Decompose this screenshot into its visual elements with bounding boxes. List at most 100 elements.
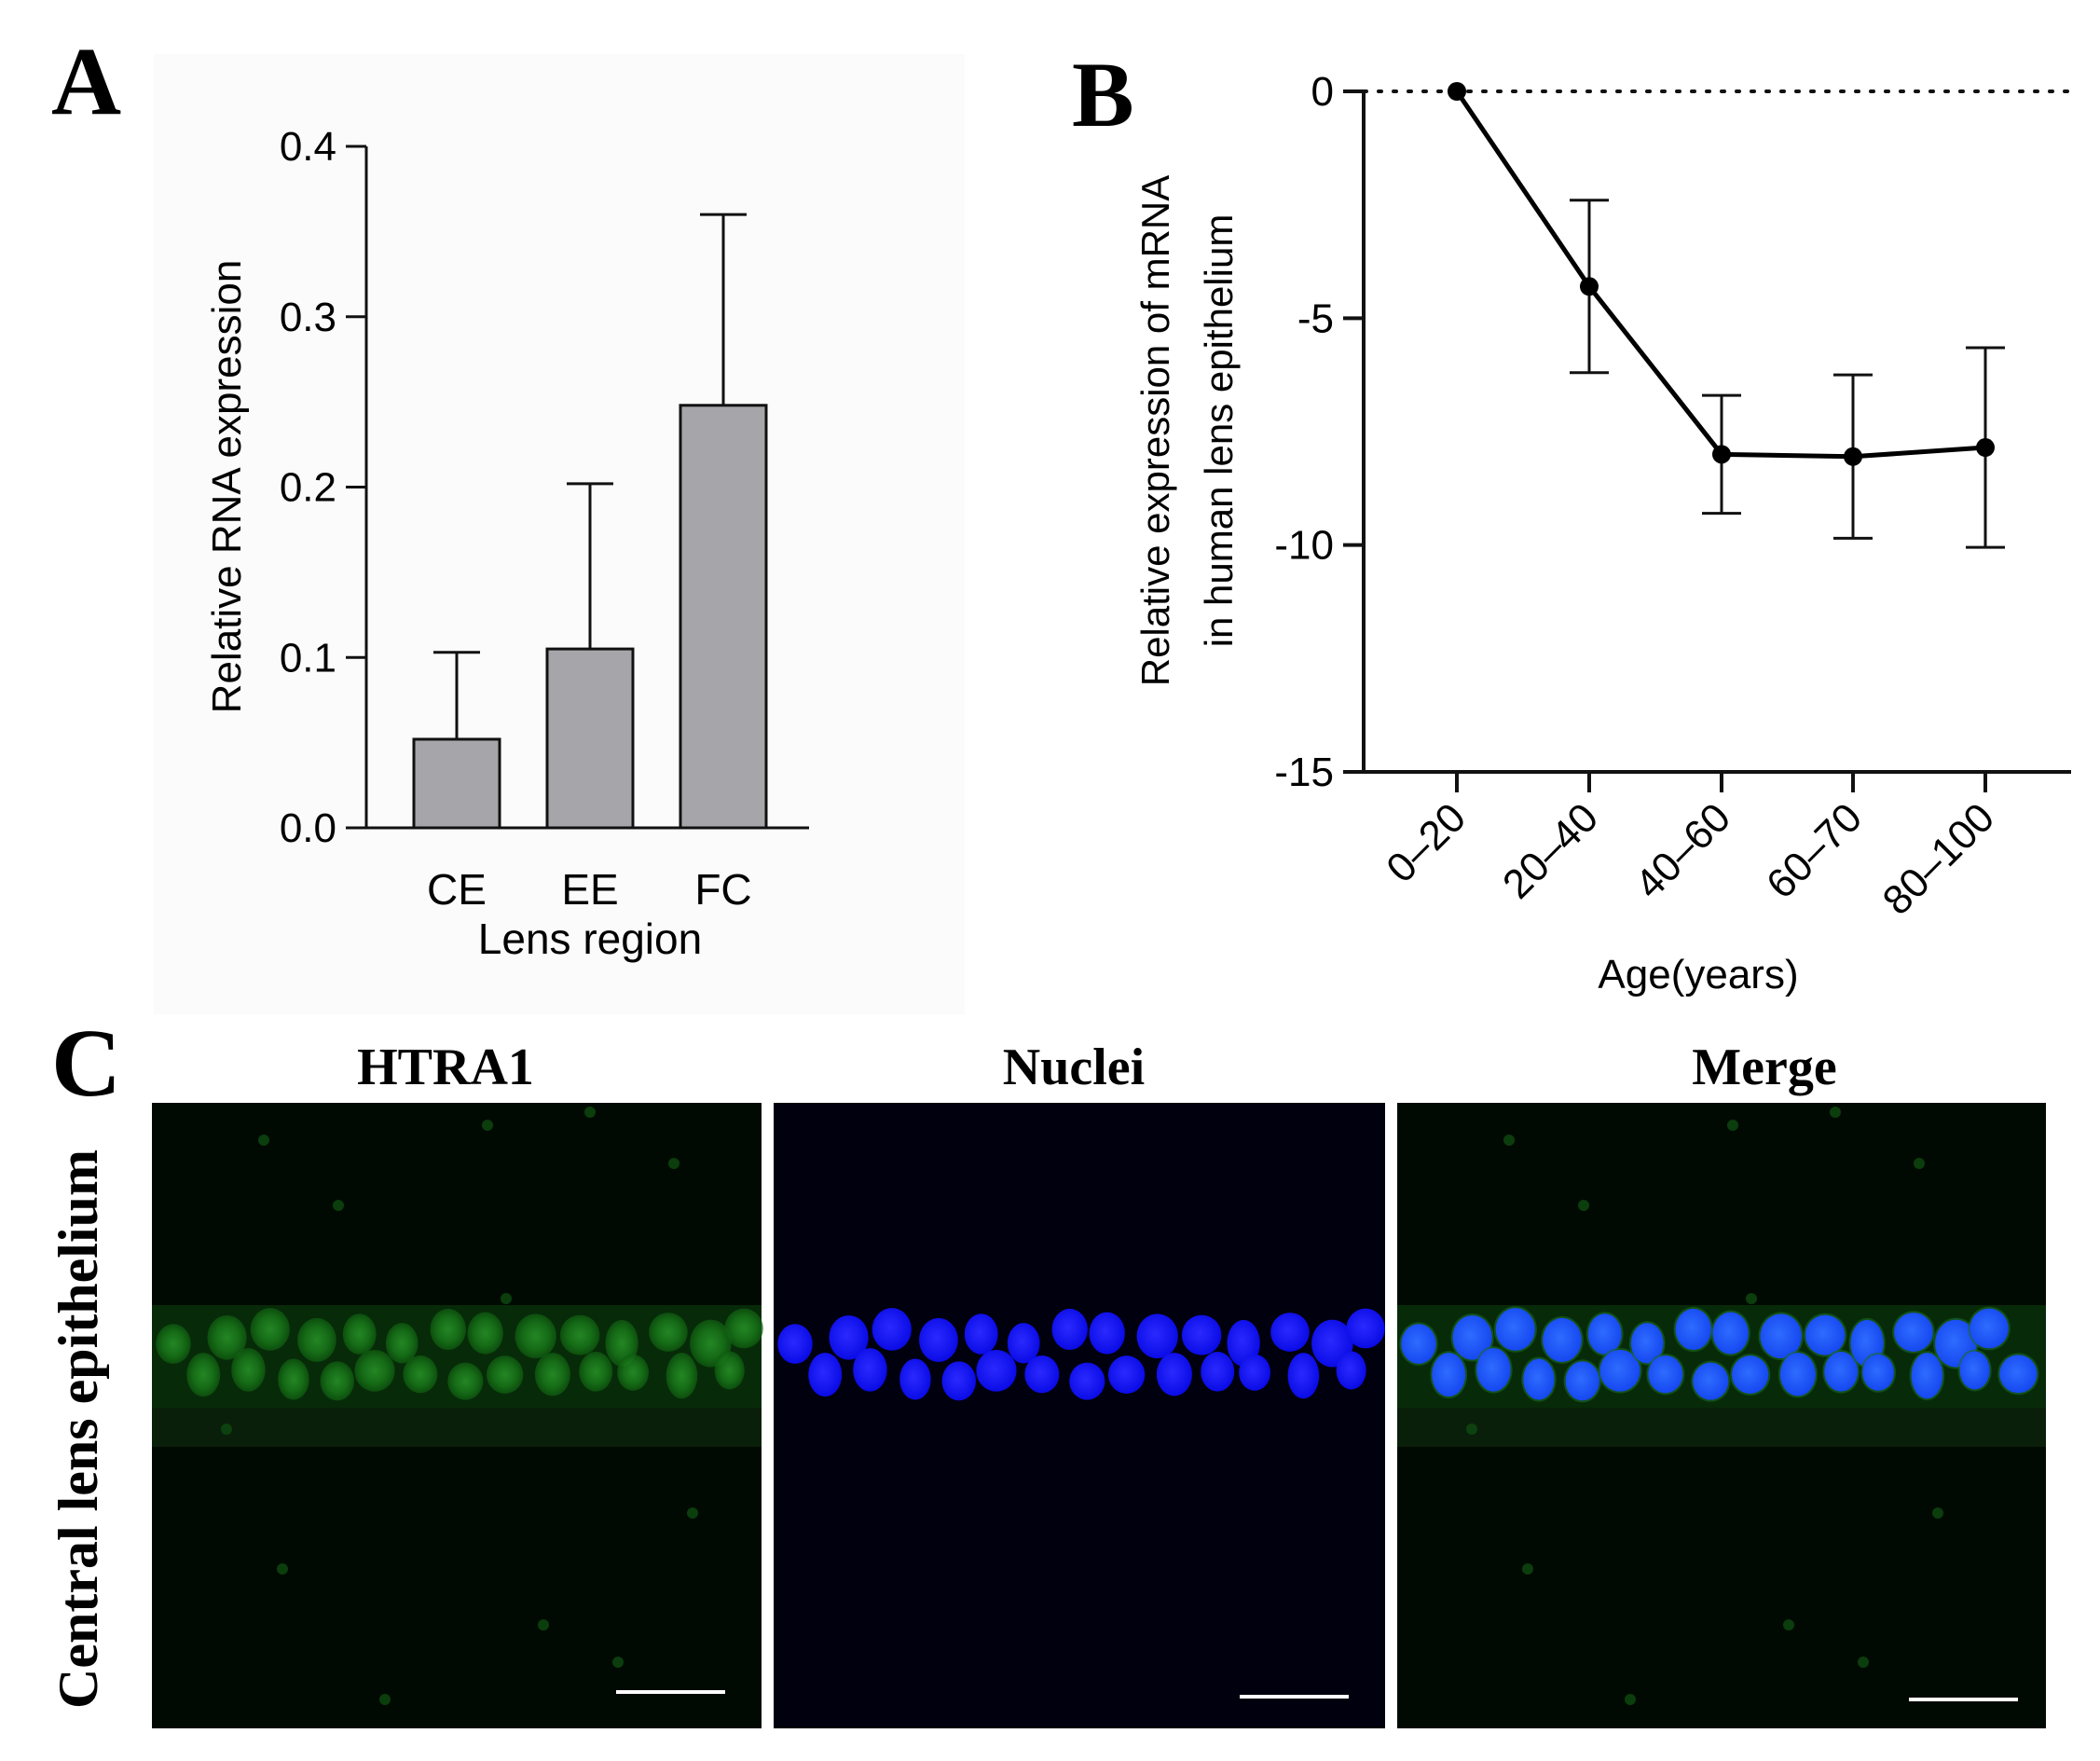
merge-nucleus	[1675, 1308, 1711, 1351]
chart-b-xtick-label: 0–20	[1378, 794, 1475, 891]
nucleus	[1270, 1313, 1310, 1352]
panel-letter-c: C	[51, 1010, 121, 1117]
merge-nucleus	[1805, 1314, 1846, 1355]
chart-a-background	[154, 54, 965, 1014]
column-title-merge: Merge	[1692, 1039, 1836, 1096]
speck	[258, 1135, 269, 1146]
merge-nucleus	[1587, 1314, 1622, 1355]
chart-b-ytick-label: 0	[1311, 69, 1334, 115]
speck	[1932, 1507, 1943, 1519]
nucleus	[1287, 1353, 1320, 1399]
htra1-cell	[385, 1323, 419, 1364]
merge-nucleus	[1760, 1314, 1802, 1359]
nucleus	[1239, 1354, 1271, 1391]
chart-b-point	[1844, 447, 1862, 466]
nucleus	[829, 1314, 869, 1360]
speck	[612, 1657, 624, 1668]
chart-b-xlabel: Age(years)	[1598, 952, 1798, 997]
chart-a-xtick-label: EE	[561, 865, 618, 914]
htra1-cell	[515, 1314, 556, 1359]
merge-nucleus	[1959, 1351, 1990, 1390]
nucleus	[1156, 1353, 1192, 1396]
chart-b-ylabel-line1: Relative expression of mRNA	[1133, 175, 1177, 687]
image-nuclei	[774, 1103, 1385, 1728]
merge-nucleus	[1731, 1355, 1769, 1394]
merge-nucleus	[1999, 1355, 2038, 1394]
nucleus	[777, 1324, 813, 1364]
htra1-cell	[559, 1314, 600, 1355]
chart-b-ytick-label: -15	[1274, 750, 1334, 795]
chart-a-ytick-label: 0.4	[280, 124, 336, 170]
chart-b-ytick-label: -10	[1274, 523, 1334, 569]
htra1-cell	[320, 1361, 355, 1401]
nucleus	[808, 1353, 843, 1397]
chart-b-xtick-label: 20–40	[1494, 794, 1607, 907]
nucleus	[853, 1348, 887, 1392]
chart-b-point	[1712, 445, 1731, 464]
merge-nucleus	[1523, 1358, 1555, 1400]
speck	[501, 1293, 512, 1304]
htra1-cell	[403, 1355, 438, 1394]
merge-nucleus	[1630, 1323, 1664, 1364]
merge-nucleus	[1911, 1353, 1943, 1399]
merge-nucleus	[1712, 1312, 1749, 1355]
merge-nucleus	[1862, 1354, 1895, 1391]
nucleus	[1007, 1323, 1040, 1364]
column-title-htra1: HTRA1	[357, 1039, 534, 1096]
speck	[277, 1563, 288, 1575]
merge-nucleus	[1693, 1362, 1729, 1400]
bar-fc	[679, 404, 768, 830]
line-chart-age-expression: 0 -5 -10 -15 0–20 20–40 40–60 60–70 80–100 Rela…	[1133, 69, 2073, 997]
speck	[584, 1107, 596, 1118]
chart-b-ytick-label: -5	[1297, 296, 1334, 341]
htra1-cell	[579, 1351, 613, 1392]
merge-nucleus	[1648, 1355, 1683, 1394]
speck	[1830, 1107, 1841, 1118]
speck	[333, 1200, 344, 1211]
nucleus	[1069, 1362, 1105, 1400]
nucleus	[1024, 1355, 1060, 1394]
microscopy-panel: HTRA1 Nuclei Merge Central lens epitheli…	[48, 1039, 2046, 1728]
speck	[1522, 1563, 1533, 1575]
htra1-cell	[250, 1308, 290, 1351]
htra1-cell	[231, 1348, 266, 1392]
nucleus	[976, 1349, 1017, 1392]
merge-nucleus	[1476, 1348, 1511, 1392]
speck	[668, 1158, 679, 1169]
htra1-cell	[724, 1308, 763, 1349]
merge-nucleus	[1565, 1361, 1600, 1401]
merge-nucleus	[1495, 1308, 1535, 1351]
merge-nucleus	[1599, 1349, 1640, 1392]
htra1-cell	[278, 1358, 309, 1400]
chart-a-xtick-label: FC	[694, 865, 751, 914]
chart-b-ylabel-line2: in human lens epithelium	[1197, 214, 1241, 648]
merge-nucleus	[1824, 1351, 1859, 1392]
speck	[1783, 1619, 1794, 1630]
bar-chart-relative-rna: 0.0 0.1 0.2 0.3 0.4 CE EE FC Relative RNA expr…	[154, 54, 965, 1014]
nucleus	[941, 1361, 977, 1401]
htra1-cell	[297, 1317, 336, 1362]
nucleus	[872, 1308, 912, 1351]
htra1-cell	[354, 1349, 395, 1392]
nucleus	[899, 1358, 931, 1400]
chart-b-xtick-label: 80–100	[1874, 794, 2003, 923]
chart-b-point	[1976, 438, 1995, 458]
nucleus	[1336, 1351, 1366, 1390]
panel-letter-a: A	[51, 28, 121, 135]
htra1-cell	[486, 1355, 524, 1394]
htra1-cell	[617, 1354, 650, 1391]
merge-nucleus	[1894, 1313, 1933, 1352]
speck	[482, 1120, 493, 1131]
chart-b-point	[1580, 277, 1599, 296]
speck	[1746, 1293, 1757, 1304]
nucleus	[1181, 1314, 1222, 1355]
chart-b-point	[1448, 82, 1466, 101]
nucleus	[1107, 1355, 1146, 1394]
speck	[687, 1507, 698, 1519]
merge-nucleus	[1452, 1314, 1492, 1360]
speck	[1858, 1657, 1869, 1668]
merge-nucleus	[1432, 1353, 1466, 1397]
merge-nucleus	[1970, 1308, 2009, 1349]
nucleus	[1346, 1308, 1385, 1349]
